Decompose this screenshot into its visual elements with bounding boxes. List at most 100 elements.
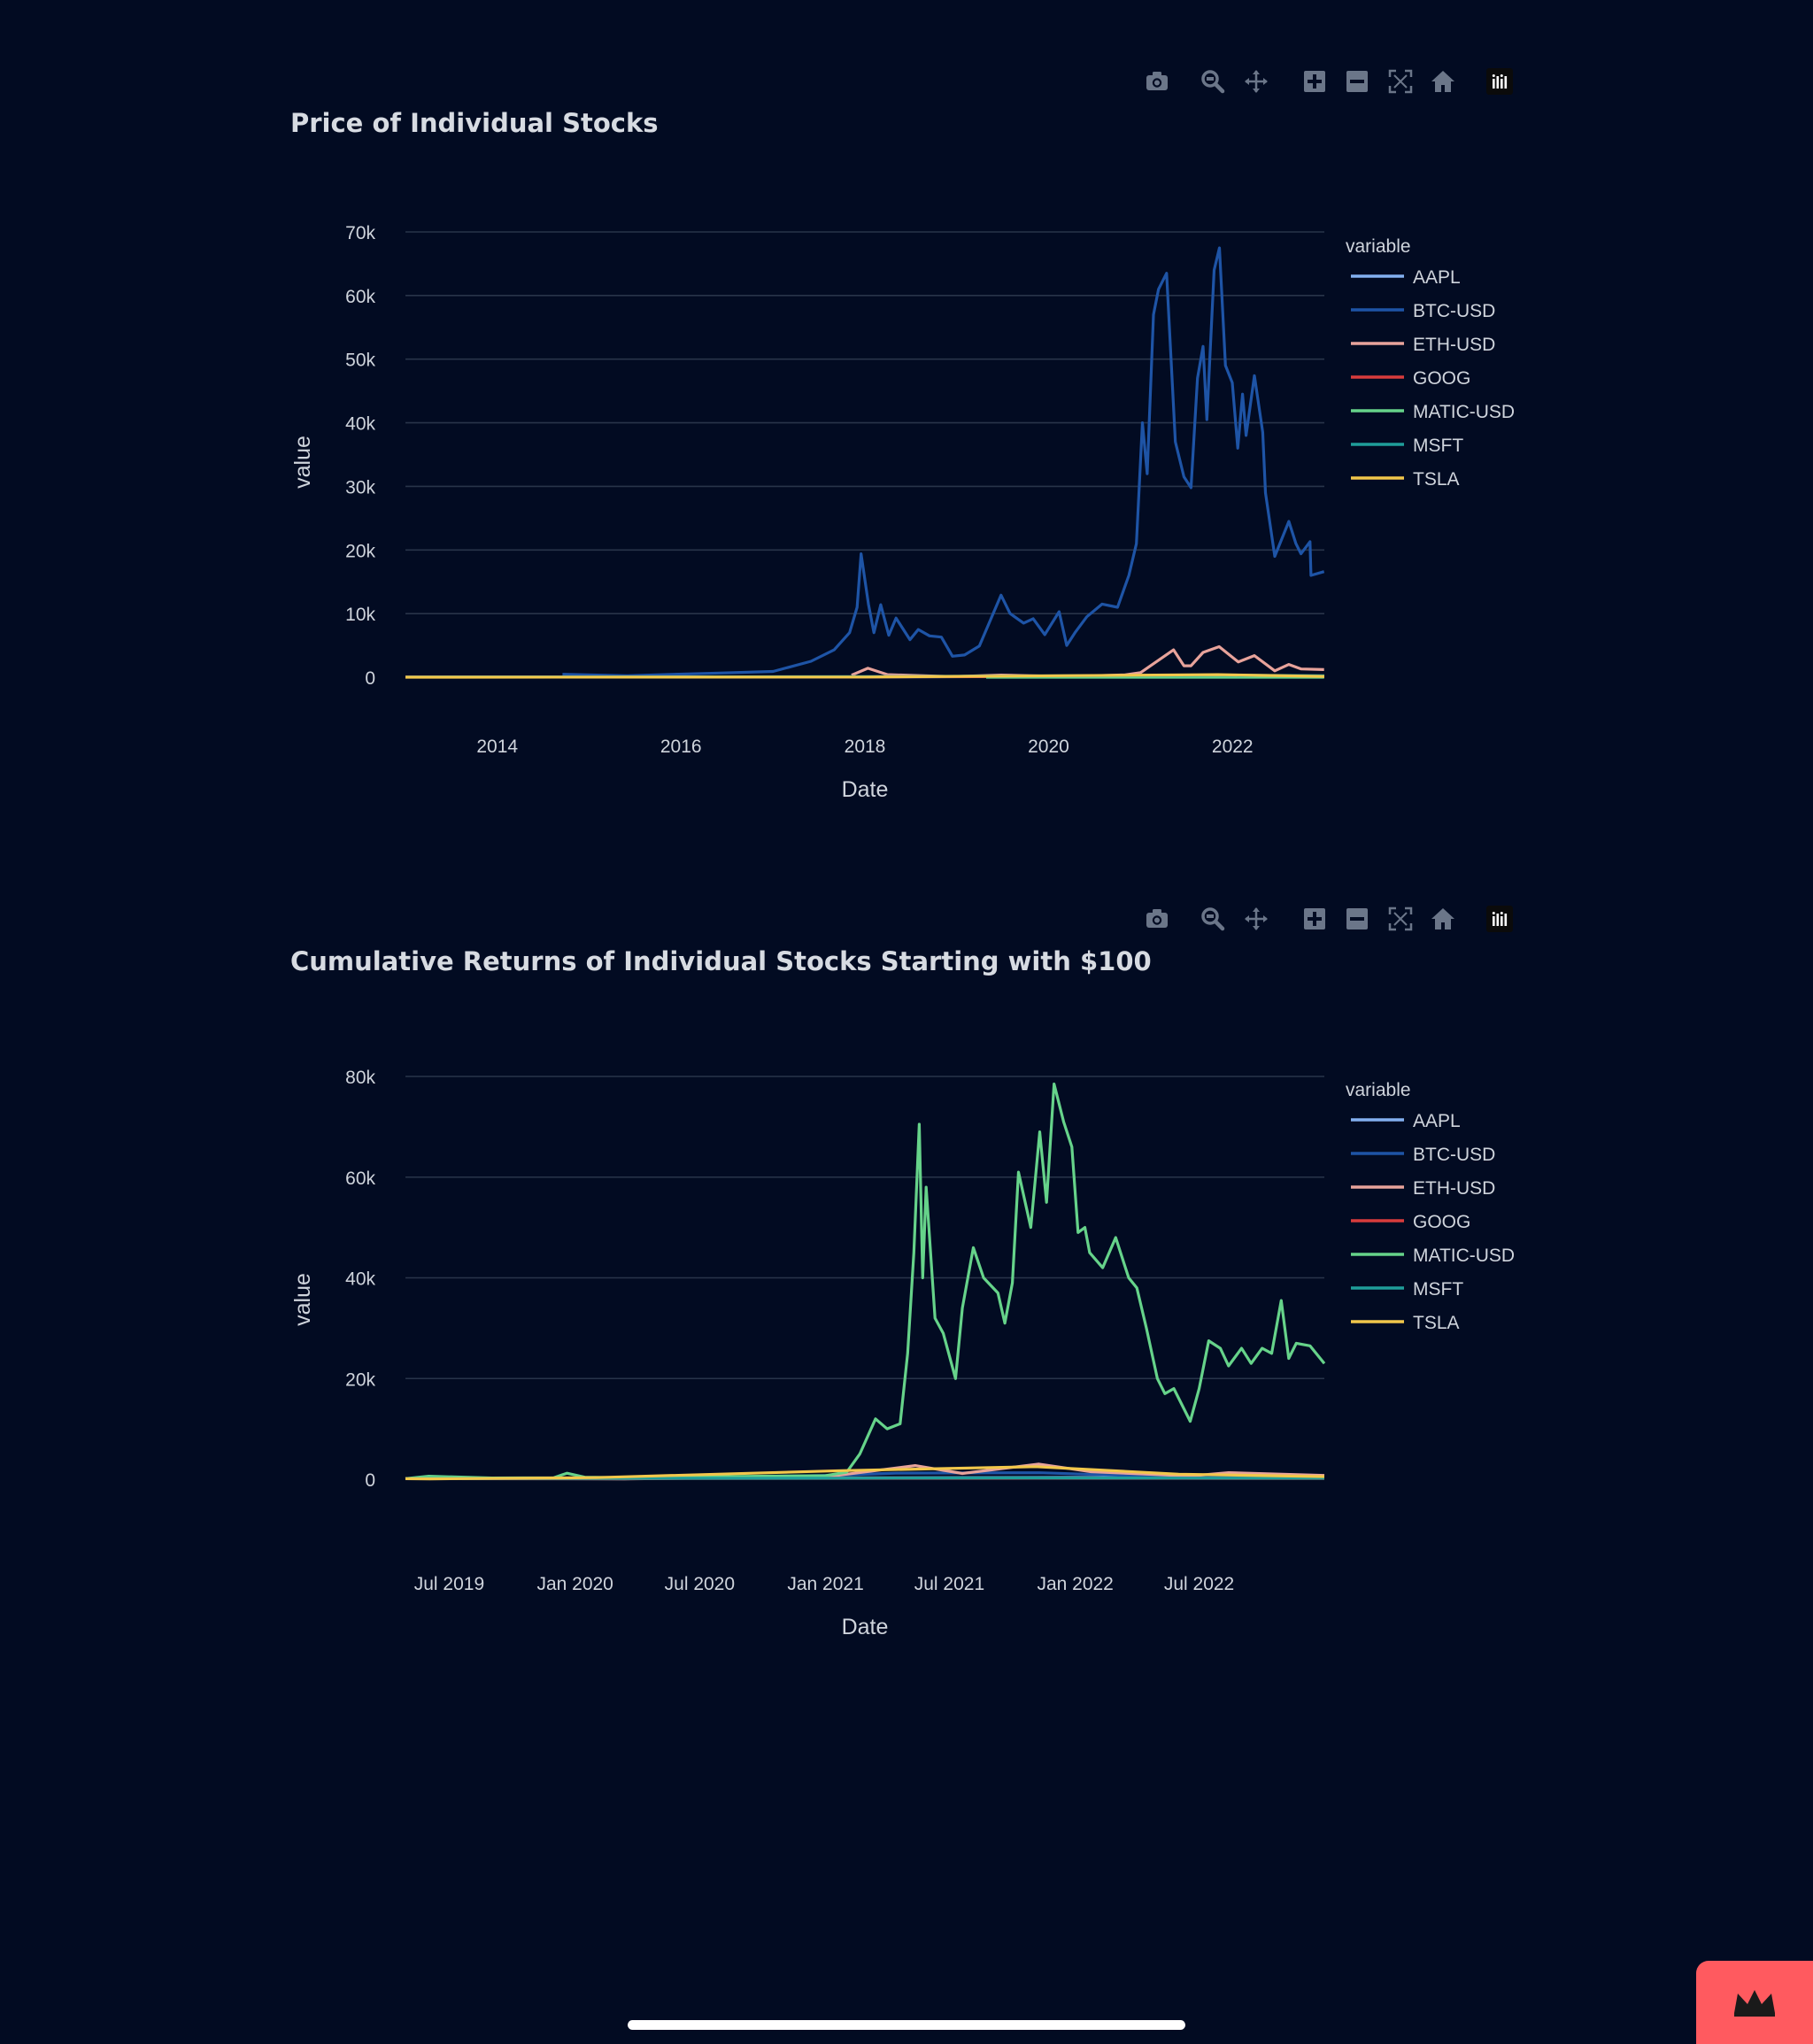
legend-item-msft[interactable]: MSFT — [1351, 436, 1463, 456]
legend-item-aapl[interactable]: AAPL — [1351, 267, 1461, 288]
zoom-out-button[interactable] — [1342, 66, 1372, 96]
x-tick-label: Jul 2020 — [665, 1574, 735, 1594]
series-line-matic-usd — [405, 1082, 1326, 1480]
legend-label: MSFT — [1413, 1279, 1463, 1300]
legend-label: AAPL — [1413, 267, 1461, 288]
pan-button[interactable] — [1241, 66, 1271, 96]
zoom-in-button[interactable] — [1300, 904, 1330, 934]
x-tick-label: Jan 2020 — [536, 1574, 613, 1594]
legend-item-msft[interactable]: MSFT — [1351, 1279, 1463, 1300]
series-line-tsla — [405, 1465, 1325, 1481]
legend-label: MATIC-USD — [1413, 1246, 1515, 1266]
x-tick-label: 2014 — [476, 737, 518, 757]
series-line-eth-usd — [851, 644, 1324, 679]
plotly-logo-button[interactable] — [1485, 904, 1515, 934]
x-tick-label: Jan 2022 — [1037, 1574, 1113, 1594]
camera-button[interactable] — [1142, 904, 1172, 934]
zoom-out-button[interactable] — [1342, 904, 1372, 934]
camera-icon — [1146, 72, 1168, 90]
y-tick-label: 0 — [365, 668, 375, 689]
home-indicator — [628, 2020, 1185, 2030]
zoom-icon — [1201, 70, 1225, 94]
legend-label: BTC-USD — [1413, 301, 1495, 321]
zoom-out-icon — [1346, 908, 1368, 929]
home-button[interactable] — [1428, 66, 1458, 96]
x-tick-label: Jul 2022 — [1164, 1574, 1234, 1594]
chart-title-price: Price of Individual Stocks — [290, 108, 659, 138]
chart-price-of-individual-stocks[interactable]: 0 10k 20k 30k 40k 50k 60k 70k 2014 2016 2018 2020 20… — [0, 0, 1813, 850]
zoom-out-icon — [1346, 71, 1368, 92]
legend-label: GOOG — [1413, 1212, 1470, 1232]
home-icon — [1431, 908, 1454, 929]
zoom-button[interactable] — [1198, 904, 1228, 934]
zoom-in-icon — [1304, 908, 1325, 929]
legend-label: ETH-USD — [1413, 335, 1495, 355]
y-tick-label: 70k — [345, 223, 375, 243]
legend-label: BTC-USD — [1413, 1145, 1495, 1165]
modebar-top — [1142, 64, 1514, 99]
legend-label: GOOG — [1413, 368, 1470, 389]
x-tick-label: 2022 — [1212, 737, 1254, 757]
series-line-btc-usd — [562, 246, 1325, 677]
legend-item-goog[interactable]: GOOG — [1351, 1212, 1470, 1232]
y-tick-label: 20k — [345, 541, 375, 561]
y-tick-label: 50k — [345, 351, 375, 371]
y-tick-label: 20k — [345, 1369, 375, 1390]
legend-item-matic-usd[interactable]: MATIC-USD — [1351, 1246, 1515, 1266]
legend-label: ETH-USD — [1413, 1178, 1495, 1199]
pan-icon — [1245, 70, 1268, 93]
autoscale-icon — [1388, 906, 1413, 931]
x-tick-label: Jul 2019 — [414, 1574, 484, 1594]
zoom-icon — [1201, 907, 1225, 931]
legend-item-matic-usd[interactable]: MATIC-USD — [1351, 402, 1515, 422]
legend-label: TSLA — [1413, 469, 1460, 490]
legend-item-btc-usd[interactable]: BTC-USD — [1351, 301, 1495, 321]
legend-item-eth-usd[interactable]: ETH-USD — [1351, 335, 1495, 355]
plotly-logo-button[interactable] — [1485, 66, 1515, 96]
series-line-tsla — [405, 673, 1325, 679]
y-tick-label: 60k — [345, 287, 375, 307]
y-axis-label: value — [290, 1273, 315, 1326]
legend-item-tsla[interactable]: TSLA — [1351, 1313, 1460, 1333]
legend-title: variable — [1346, 1080, 1411, 1100]
zoom-button[interactable] — [1198, 66, 1228, 96]
x-tick-label: 2020 — [1028, 737, 1069, 757]
y-tick-label: 40k — [345, 1269, 375, 1290]
autoscale-button[interactable] — [1385, 904, 1416, 934]
y-tick-label: 80k — [345, 1068, 375, 1088]
legend-label: MATIC-USD — [1413, 402, 1515, 422]
x-tick-label: 2016 — [660, 737, 702, 757]
x-axis-label: Date — [842, 1615, 889, 1639]
pan-button[interactable] — [1241, 904, 1271, 934]
y-tick-label: 10k — [345, 605, 375, 625]
home-button[interactable] — [1428, 904, 1458, 934]
y-axis-label: value — [290, 436, 315, 489]
plotly-logo-icon — [1486, 906, 1513, 932]
legend-item-aapl[interactable]: AAPL — [1351, 1111, 1461, 1131]
legend-label: MSFT — [1413, 436, 1463, 456]
y-tick-label: 30k — [345, 477, 375, 498]
y-tick-label: 60k — [345, 1169, 375, 1189]
zoom-in-button[interactable] — [1300, 66, 1330, 96]
zoom-in-icon — [1304, 71, 1325, 92]
camera-icon — [1146, 909, 1168, 928]
x-tick-label: Jan 2021 — [787, 1574, 863, 1594]
crown-icon — [1734, 1990, 1775, 2017]
deploy-badge[interactable] — [1696, 1961, 1813, 2044]
autoscale-button[interactable] — [1385, 66, 1416, 96]
legend-item-eth-usd[interactable]: ETH-USD — [1351, 1178, 1495, 1199]
legend-item-tsla[interactable]: TSLA — [1351, 469, 1460, 490]
legend-item-btc-usd[interactable]: BTC-USD — [1351, 1145, 1495, 1165]
legend-label: AAPL — [1413, 1111, 1461, 1131]
chart-cumulative-returns[interactable]: 0 20k 40k 60k 80k Jul 2019 Jan 2020 Jul 2020 Jan… — [0, 850, 1813, 1700]
legend-item-goog[interactable]: GOOG — [1351, 368, 1470, 389]
y-tick-label: 0 — [365, 1470, 375, 1491]
camera-button[interactable] — [1142, 66, 1172, 96]
x-axis-label: Date — [842, 777, 889, 802]
y-tick-label: 40k — [345, 414, 375, 435]
chart-title-cumulative: Cumulative Returns of Individual Stocks … — [290, 946, 1152, 976]
plotly-logo-icon — [1486, 68, 1513, 95]
x-tick-label: 2018 — [845, 737, 886, 757]
modebar-bottom — [1142, 901, 1514, 937]
pan-icon — [1245, 907, 1268, 930]
